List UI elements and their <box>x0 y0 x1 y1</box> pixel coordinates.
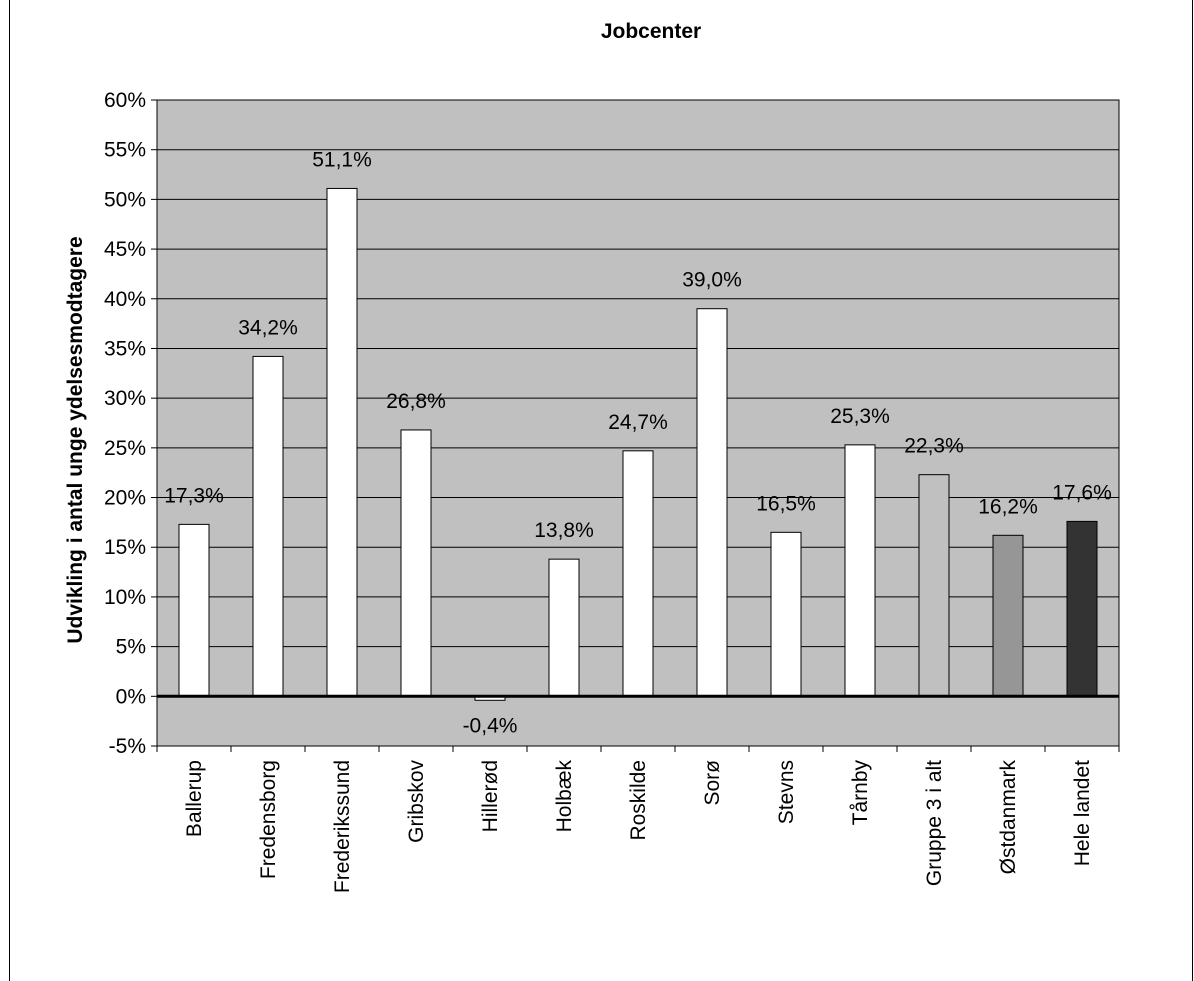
y-tick-label: 45% <box>104 238 146 261</box>
category-label: Sorø <box>701 760 724 806</box>
data-label: 26,8% <box>386 390 446 413</box>
y-axis-label: Udvikling i antal unge ydelsesmodtagere <box>64 236 87 643</box>
category-label: Roskilde <box>627 760 650 841</box>
data-label: 34,2% <box>238 316 298 339</box>
y-tick-label: 5% <box>116 636 146 659</box>
category-label: Holbæk <box>553 760 576 833</box>
category-label: Gribskov <box>405 760 428 843</box>
data-label: 16,5% <box>756 492 816 515</box>
bar <box>992 534 1024 697</box>
category-label: Østdanmark <box>997 760 1020 875</box>
bar <box>844 444 876 697</box>
data-label: 17,6% <box>1052 481 1112 504</box>
category-label: Stevns <box>775 760 798 824</box>
bar <box>1066 520 1098 697</box>
y-tick-label: 25% <box>104 437 146 460</box>
bars <box>178 187 1098 701</box>
data-label: 17,3% <box>164 484 224 507</box>
category-label: Fredensborg <box>257 760 280 879</box>
data-label: 22,3% <box>904 435 964 458</box>
axes <box>151 99 1120 752</box>
data-label: -0,4% <box>463 714 518 737</box>
data-label: 39,0% <box>682 269 742 292</box>
category-label: Ballerup <box>183 760 206 837</box>
category-label: Frederikssund <box>331 760 354 893</box>
bar <box>326 187 358 697</box>
y-tick-label: -5% <box>109 735 146 758</box>
y-tick-label: 50% <box>104 188 146 211</box>
bar <box>696 308 728 697</box>
bar <box>770 531 802 697</box>
bar <box>548 558 580 697</box>
y-tick-label: 60% <box>104 89 146 112</box>
data-label: 16,2% <box>978 495 1038 518</box>
y-tick-label: 20% <box>104 487 146 510</box>
chart-frame <box>9 0 1193 981</box>
category-label: Tårnby <box>849 760 872 826</box>
bar <box>178 523 210 697</box>
data-label: 25,3% <box>830 405 890 428</box>
y-tick-label: 0% <box>116 685 146 708</box>
y-tick-label: 35% <box>104 337 146 360</box>
category-label: Hele landet <box>1071 760 1094 866</box>
y-tick-label: 15% <box>104 536 146 559</box>
y-tick-label: 30% <box>104 387 146 410</box>
y-tick-label: 55% <box>104 139 146 162</box>
y-tick-labels: -5% 0% 5% 10% 15% 20% 25% 30% 35% 40% 45% 50% 55% 60% <box>104 89 146 758</box>
data-label: 51,1% <box>312 148 372 171</box>
data-label: 13,8% <box>534 519 594 542</box>
bar <box>918 474 950 697</box>
category-label: Hillerød <box>479 760 502 832</box>
data-label: 24,7% <box>608 411 668 434</box>
data-labels: 17,3% 34,2% 51,1% 26,8% -0,4% 13,8% 24,7% 39,0%… <box>164 148 1112 737</box>
category-label: Gruppe 3 i alt <box>923 760 946 886</box>
y-tick-label: 10% <box>104 586 146 609</box>
bar <box>252 355 284 697</box>
bar <box>622 450 654 697</box>
chart-title: Jobcenter <box>601 20 701 43</box>
bar <box>400 429 432 697</box>
category-labels: Ballerup Fredensborg Frederikssund Gribskov… <box>183 760 1094 894</box>
y-tick-label: 40% <box>104 288 146 311</box>
